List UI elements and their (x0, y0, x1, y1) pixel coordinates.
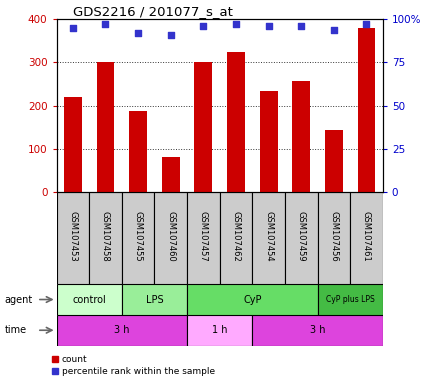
Point (330, 26, 337, 33)
Bar (284, 192, 317, 284)
Text: GSM107459: GSM107459 (296, 211, 305, 262)
Point (265, 23, 272, 29)
Point (167, 32, 174, 38)
Bar (56, 284, 122, 315)
Bar (187, 192, 219, 284)
Bar (324, 130, 342, 192)
Bar (187, 284, 317, 315)
Bar (349, 192, 382, 284)
Text: CyP plus LPS: CyP plus LPS (325, 295, 374, 304)
Point (297, 23, 304, 29)
Text: LPS: LPS (145, 295, 163, 305)
Text: GSM107457: GSM107457 (198, 211, 207, 262)
Bar (259, 91, 277, 192)
Text: GSM107454: GSM107454 (263, 211, 273, 262)
Text: CyP: CyP (243, 295, 261, 305)
Bar (219, 192, 252, 284)
Text: 3 h: 3 h (309, 325, 325, 335)
Bar (292, 81, 309, 192)
Point (135, 30, 141, 36)
Text: time: time (4, 325, 26, 335)
Point (199, 23, 207, 29)
Text: GDS2216 / 201077_s_at: GDS2216 / 201077_s_at (73, 5, 232, 18)
Bar (64, 97, 82, 192)
Text: 3 h: 3 h (114, 325, 129, 335)
Text: GSM107461: GSM107461 (361, 211, 370, 262)
Bar (56, 192, 89, 284)
Text: GSM107453: GSM107453 (68, 211, 77, 262)
Bar (122, 284, 187, 315)
Text: GSM107462: GSM107462 (231, 211, 240, 262)
Text: agent: agent (4, 295, 33, 305)
Bar (317, 284, 382, 315)
Bar (154, 192, 187, 284)
Bar (187, 315, 252, 346)
Bar (161, 157, 179, 192)
Legend: count, percentile rank within the sample: count, percentile rank within the sample (48, 352, 218, 379)
Bar (357, 28, 375, 192)
Text: 1 h: 1 h (211, 325, 227, 335)
Point (102, 22, 108, 28)
Text: GSM107460: GSM107460 (166, 211, 175, 262)
Bar (122, 192, 154, 284)
Bar (317, 192, 349, 284)
Point (232, 22, 239, 28)
Text: GSM107455: GSM107455 (133, 211, 142, 262)
Bar (252, 192, 284, 284)
Bar (227, 53, 244, 192)
Point (362, 22, 369, 28)
Text: GSM107458: GSM107458 (101, 211, 110, 262)
Bar (96, 61, 114, 192)
Bar (89, 192, 122, 284)
Bar (129, 111, 147, 192)
Point (69, 25, 76, 31)
Bar (194, 61, 212, 192)
Text: control: control (72, 295, 106, 305)
Text: GSM107456: GSM107456 (329, 211, 338, 262)
Bar (252, 315, 382, 346)
Bar (56, 315, 187, 346)
